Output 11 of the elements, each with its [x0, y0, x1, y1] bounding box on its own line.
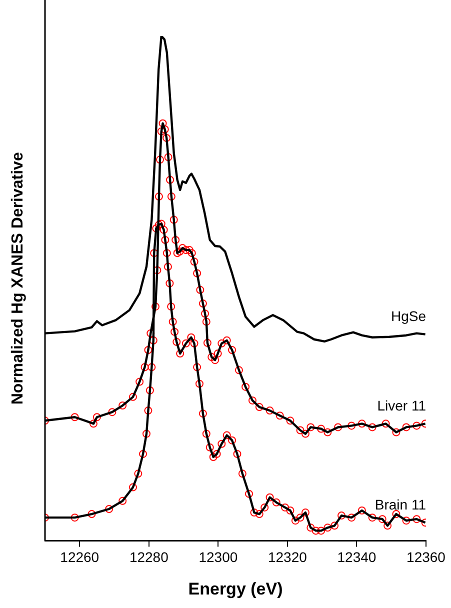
- x-tick-label: 12280: [129, 549, 169, 566]
- x-tick-label: 12300: [198, 549, 238, 566]
- series-label: HgSe: [390, 308, 426, 324]
- x-tick-label: 12360: [406, 549, 446, 566]
- x-tick-label: 12340: [337, 549, 376, 566]
- series-label: Liver 11: [377, 398, 426, 414]
- series-label: Brain 11: [374, 496, 426, 512]
- y-axis-title: Normalized Hg XANES Derivative: [9, 152, 26, 405]
- x-tick-label: 12260: [60, 549, 100, 566]
- x-axis-title: Energy (eV): [188, 579, 283, 598]
- x-tick-label: 12320: [268, 549, 308, 566]
